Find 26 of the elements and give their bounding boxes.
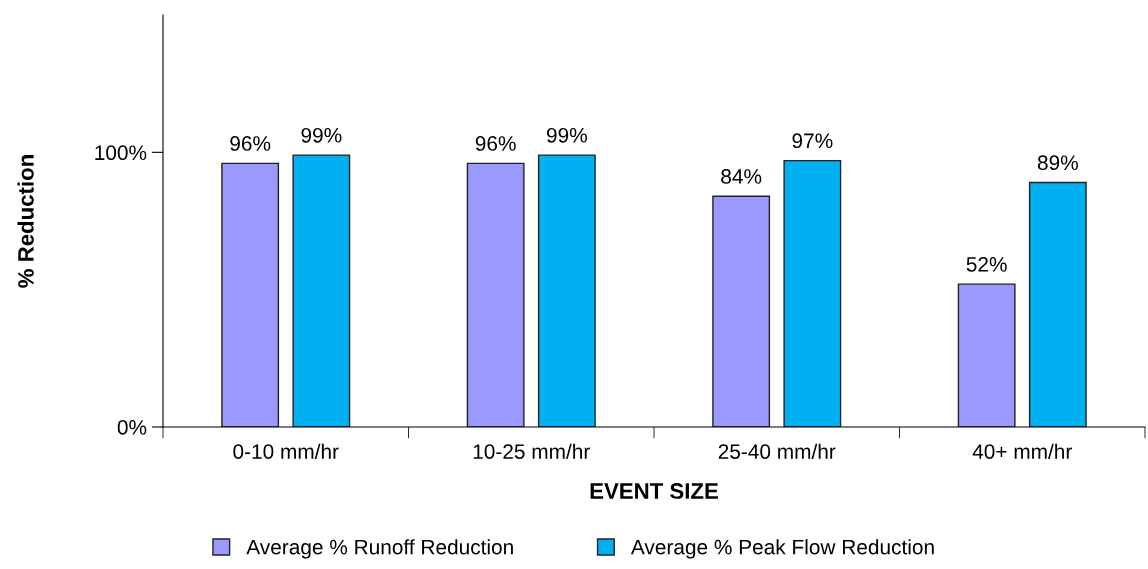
data-label: 96% bbox=[475, 136, 516, 151]
x-tick-label: 40+ mm/hr bbox=[972, 443, 1072, 459]
x-tick-label: 0-10 mm/hr bbox=[233, 443, 339, 459]
x-tick-label: 25-40 mm/hr bbox=[718, 443, 836, 459]
data-label: 97% bbox=[792, 133, 833, 149]
y-axis-title: % Reduction bbox=[17, 155, 34, 288]
legend-label: Average % Peak Flow Reduction bbox=[630, 539, 934, 559]
bar bbox=[292, 154, 351, 427]
x-tick-label: 10-25 mm/hr bbox=[473, 443, 590, 459]
bar bbox=[957, 283, 1016, 427]
bar bbox=[537, 154, 596, 427]
data-label: 52% bbox=[966, 256, 1007, 272]
data-label: 99% bbox=[546, 127, 587, 143]
data-label: 89% bbox=[1037, 155, 1078, 171]
bar bbox=[221, 162, 280, 427]
data-label: 84% bbox=[721, 169, 762, 184]
bar bbox=[1028, 181, 1087, 427]
bar bbox=[712, 195, 771, 427]
y-tick-label: 100% bbox=[95, 145, 147, 161]
legend-label: Average % Runoff Reduction bbox=[246, 539, 513, 559]
x-axis-title: EVENT SIZE bbox=[590, 483, 718, 499]
data-label: 99% bbox=[301, 127, 342, 143]
bar bbox=[466, 162, 525, 427]
data-label: 96% bbox=[230, 136, 271, 151]
y-tick-label: 0% bbox=[117, 420, 147, 435]
bar bbox=[783, 159, 842, 427]
